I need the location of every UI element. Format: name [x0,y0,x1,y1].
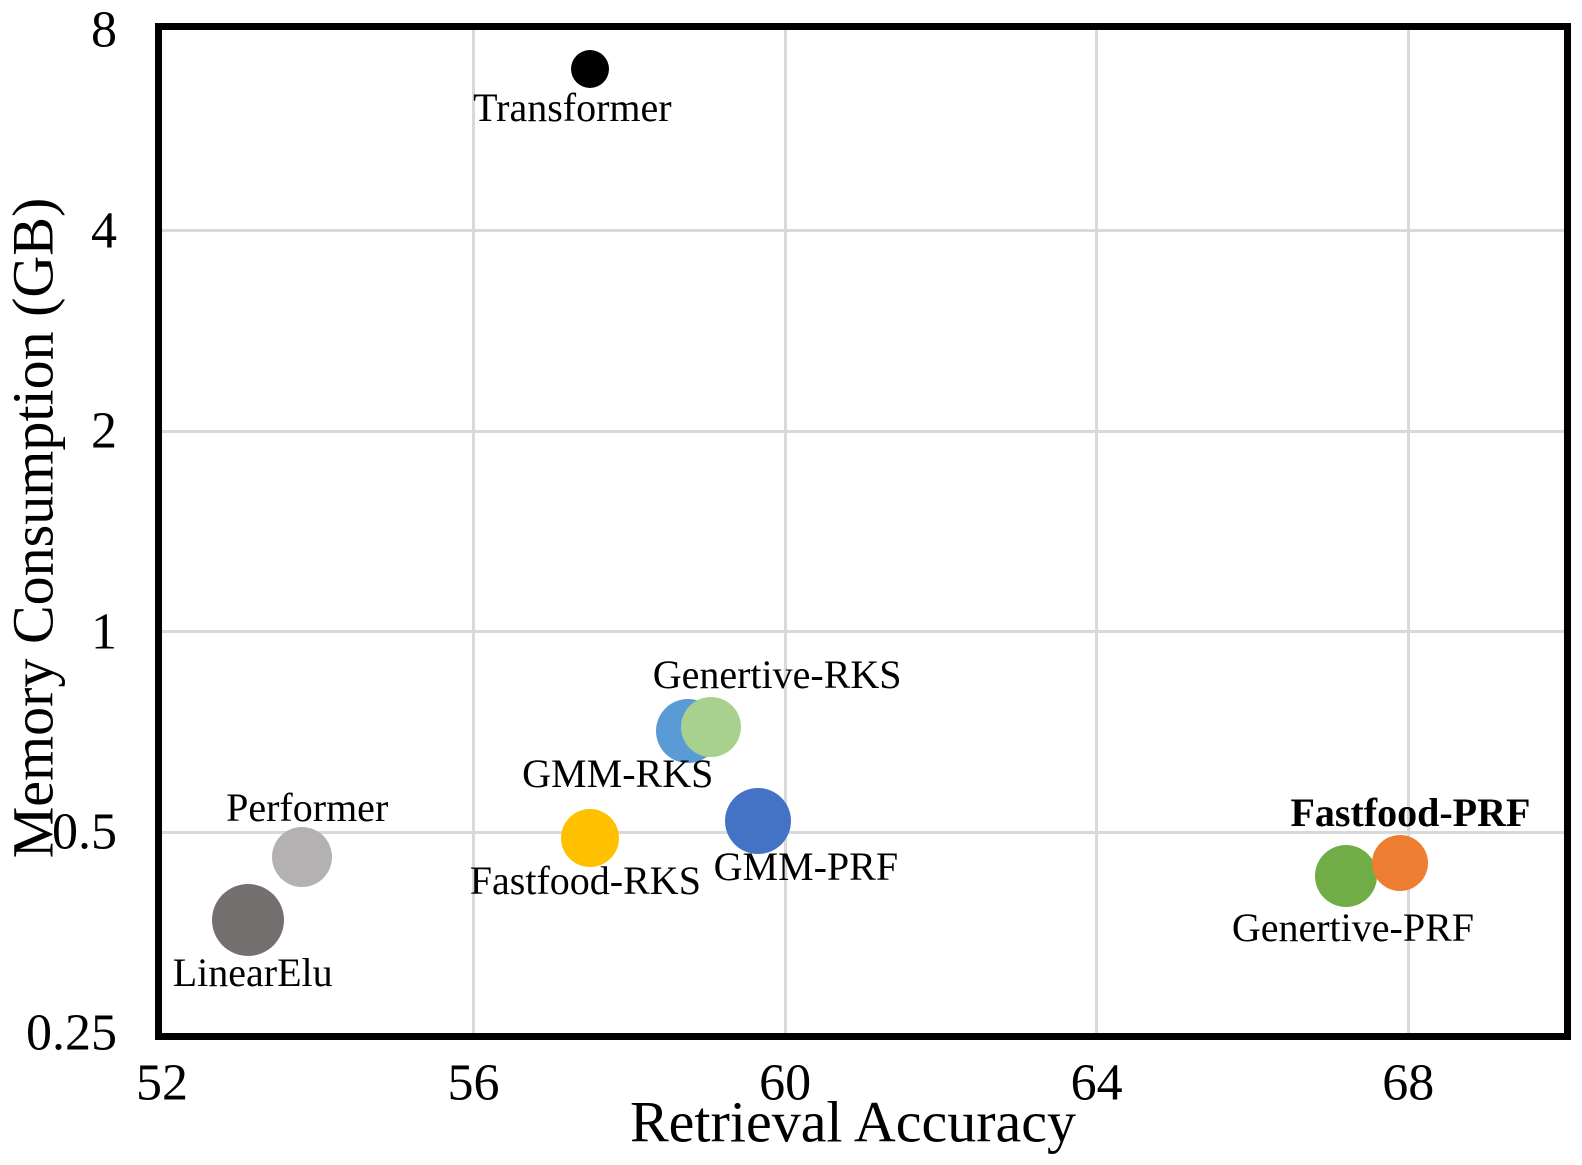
dot-fastfood-rks [561,809,620,868]
gridline-y-0.5 [162,830,1564,834]
label-gmm-rks: GMM-RKS [522,750,714,796]
dot-linearelu [211,883,284,956]
dot-gmm-prf [724,788,791,855]
dot-fastfood-prf [1372,834,1429,891]
x-tick-60: 60 [759,1054,812,1112]
y-tick-1: 1 [91,603,117,661]
x-axis-title: Retrieval Accuracy [629,1089,1077,1155]
gridline-x-56 [472,30,476,1033]
dot-transformer [571,49,610,88]
dot-performer [272,826,333,887]
label-fastfood-rks: Fastfood-RKS [469,858,701,904]
label-fastfood-prf: Fastfood-PRF [1290,789,1531,835]
y-tick-4: 4 [91,202,117,260]
gridline-x-64 [1095,30,1099,1033]
label-performer: Performer [226,784,389,830]
gridline-y-4 [162,229,1564,233]
label-genertive-rks: Genertive-RKS [652,651,902,697]
dot-genertive-rks [681,696,742,757]
gridline-y-1 [162,630,1564,634]
y-tick-0.25: 0.25 [26,1004,117,1062]
x-tick-64: 64 [1070,1054,1123,1112]
y-tick-8: 8 [91,1,117,59]
x-tick-52: 52 [136,1054,188,1112]
label-gmm-prf: GMM-PRF [713,844,899,890]
x-tick-68: 68 [1382,1054,1435,1112]
label-genertive-prf: Genertive-PRF [1231,905,1474,951]
y-tick-2: 2 [91,402,117,460]
gridline-x-68 [1406,30,1410,1033]
y-tick-0.5: 0.5 [52,803,117,861]
label-transformer: Transformer [473,84,672,130]
label-linearelu: LinearElu [172,949,333,995]
gridline-y-2 [162,429,1564,433]
dot-genertive-prf [1314,845,1377,908]
x-tick-56: 56 [447,1054,500,1112]
y-axis-title: Memory Consumption (GB) [0,197,66,859]
gridline-x-60 [783,30,787,1033]
